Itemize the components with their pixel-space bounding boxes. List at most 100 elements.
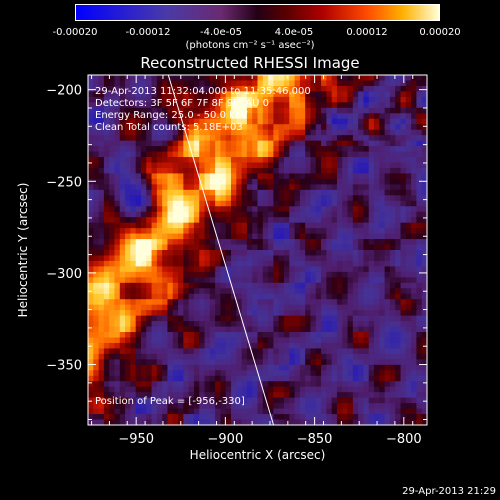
heatmap-cell [411, 321, 417, 327]
heatmap-cell [421, 293, 428, 300]
heatmap-cell [315, 85, 322, 92]
heatmap-cell [241, 151, 248, 158]
heatmap-cell [119, 332, 126, 338]
heatmap-cell [289, 80, 295, 87]
heatmap-cell [342, 113, 348, 120]
heatmap-cell [273, 315, 280, 322]
heatmap-cell [352, 260, 359, 267]
heatmap-cell [125, 244, 131, 251]
heatmap-cell [167, 195, 174, 202]
heatmap-cell [241, 381, 248, 388]
heatmap-cell [310, 200, 317, 207]
heatmap-cell [294, 239, 301, 245]
heatmap-cell [135, 414, 142, 420]
heatmap-cell [315, 348, 322, 355]
heatmap-cell [236, 386, 243, 393]
heatmap-cell [411, 75, 417, 81]
heatmap-cell [93, 282, 99, 289]
heatmap-cell [172, 348, 179, 355]
heatmap-cell [352, 288, 359, 295]
heatmap-cell [283, 403, 290, 409]
heatmap-cell [421, 397, 428, 404]
heatmap-cell [178, 260, 184, 267]
heatmap-cell [178, 140, 184, 147]
heatmap-cell [321, 244, 327, 251]
heatmap-cell [283, 173, 290, 180]
heatmap-cell [225, 233, 232, 240]
heatmap-cell [183, 282, 190, 289]
heatmap-cell [125, 217, 131, 224]
heatmap-cell [199, 113, 205, 120]
heatmap-cell [384, 282, 391, 289]
heatmap-cell [252, 397, 258, 404]
heatmap-cell [204, 392, 211, 399]
heatmap-cell [88, 310, 94, 317]
heatmap-cell [421, 337, 428, 344]
heatmap-cell [347, 337, 354, 344]
heatmap-cell [98, 342, 105, 349]
heatmap-cell [283, 217, 290, 224]
heatmap-cell [257, 348, 264, 355]
heatmap-cell [368, 397, 375, 404]
heatmap-cell [146, 304, 152, 311]
heatmap-cell [220, 80, 227, 87]
heatmap-cell [321, 178, 327, 185]
heatmap-cell [231, 293, 237, 300]
heatmap-cell [204, 326, 211, 333]
heatmap-cell [379, 102, 386, 109]
heatmap-cell [257, 364, 264, 371]
heatmap-cell [109, 135, 115, 142]
heatmap-cell [405, 107, 412, 114]
heatmap-cell [130, 211, 137, 218]
heatmap-cell [146, 195, 152, 202]
heatmap-cell [262, 135, 269, 142]
heatmap-cell [352, 151, 359, 158]
heatmap-cell [109, 102, 115, 109]
heatmap-cell [199, 244, 205, 251]
heatmap-cell [411, 271, 417, 278]
heatmap-cell [384, 167, 391, 174]
heatmap-cell [294, 386, 301, 393]
heatmap-cell [331, 200, 338, 207]
heatmap-cell [268, 386, 274, 393]
heatmap-cell [93, 353, 99, 360]
heatmap-cell [405, 129, 412, 136]
heatmap-cell [416, 146, 423, 152]
heatmap-cell [172, 315, 179, 322]
heatmap-cell [162, 124, 168, 131]
heatmap-cell [252, 228, 258, 234]
heatmap-cell [374, 375, 380, 382]
heatmap-cell [342, 326, 348, 333]
heatmap-cell [193, 80, 200, 87]
heatmap-cell [146, 118, 152, 125]
heatmap-cell [416, 250, 423, 256]
heatmap-cell [125, 293, 131, 300]
heatmap-cell [119, 151, 126, 158]
heatmap-cell [358, 118, 364, 125]
heatmap-cell [236, 85, 243, 92]
heatmap-cell [93, 107, 99, 114]
heatmap-cell [225, 184, 232, 191]
heatmap-cell [331, 244, 338, 251]
heatmap-cell [130, 386, 137, 393]
heatmap-cell [151, 206, 158, 213]
heatmap-cell [146, 271, 152, 278]
heatmap-cell [305, 140, 311, 147]
heatmap-cell [172, 375, 179, 382]
heatmap-cell [93, 85, 99, 92]
heatmap-cell [193, 419, 200, 426]
heatmap-cell [347, 107, 354, 114]
heatmap-cell [416, 222, 423, 229]
heatmap-cell [167, 299, 174, 306]
heatmap-cell [421, 364, 428, 371]
heatmap-cell [188, 277, 195, 284]
heatmap-cell [411, 353, 417, 360]
heatmap-cell [395, 375, 401, 382]
heatmap-cell [299, 282, 306, 289]
heatmap-cell [109, 211, 115, 218]
heatmap-cell [326, 124, 333, 131]
heatmap-cell [209, 359, 216, 366]
heatmap-cell [151, 239, 158, 245]
heatmap-cell [278, 184, 285, 191]
heatmap-cell [119, 282, 126, 289]
